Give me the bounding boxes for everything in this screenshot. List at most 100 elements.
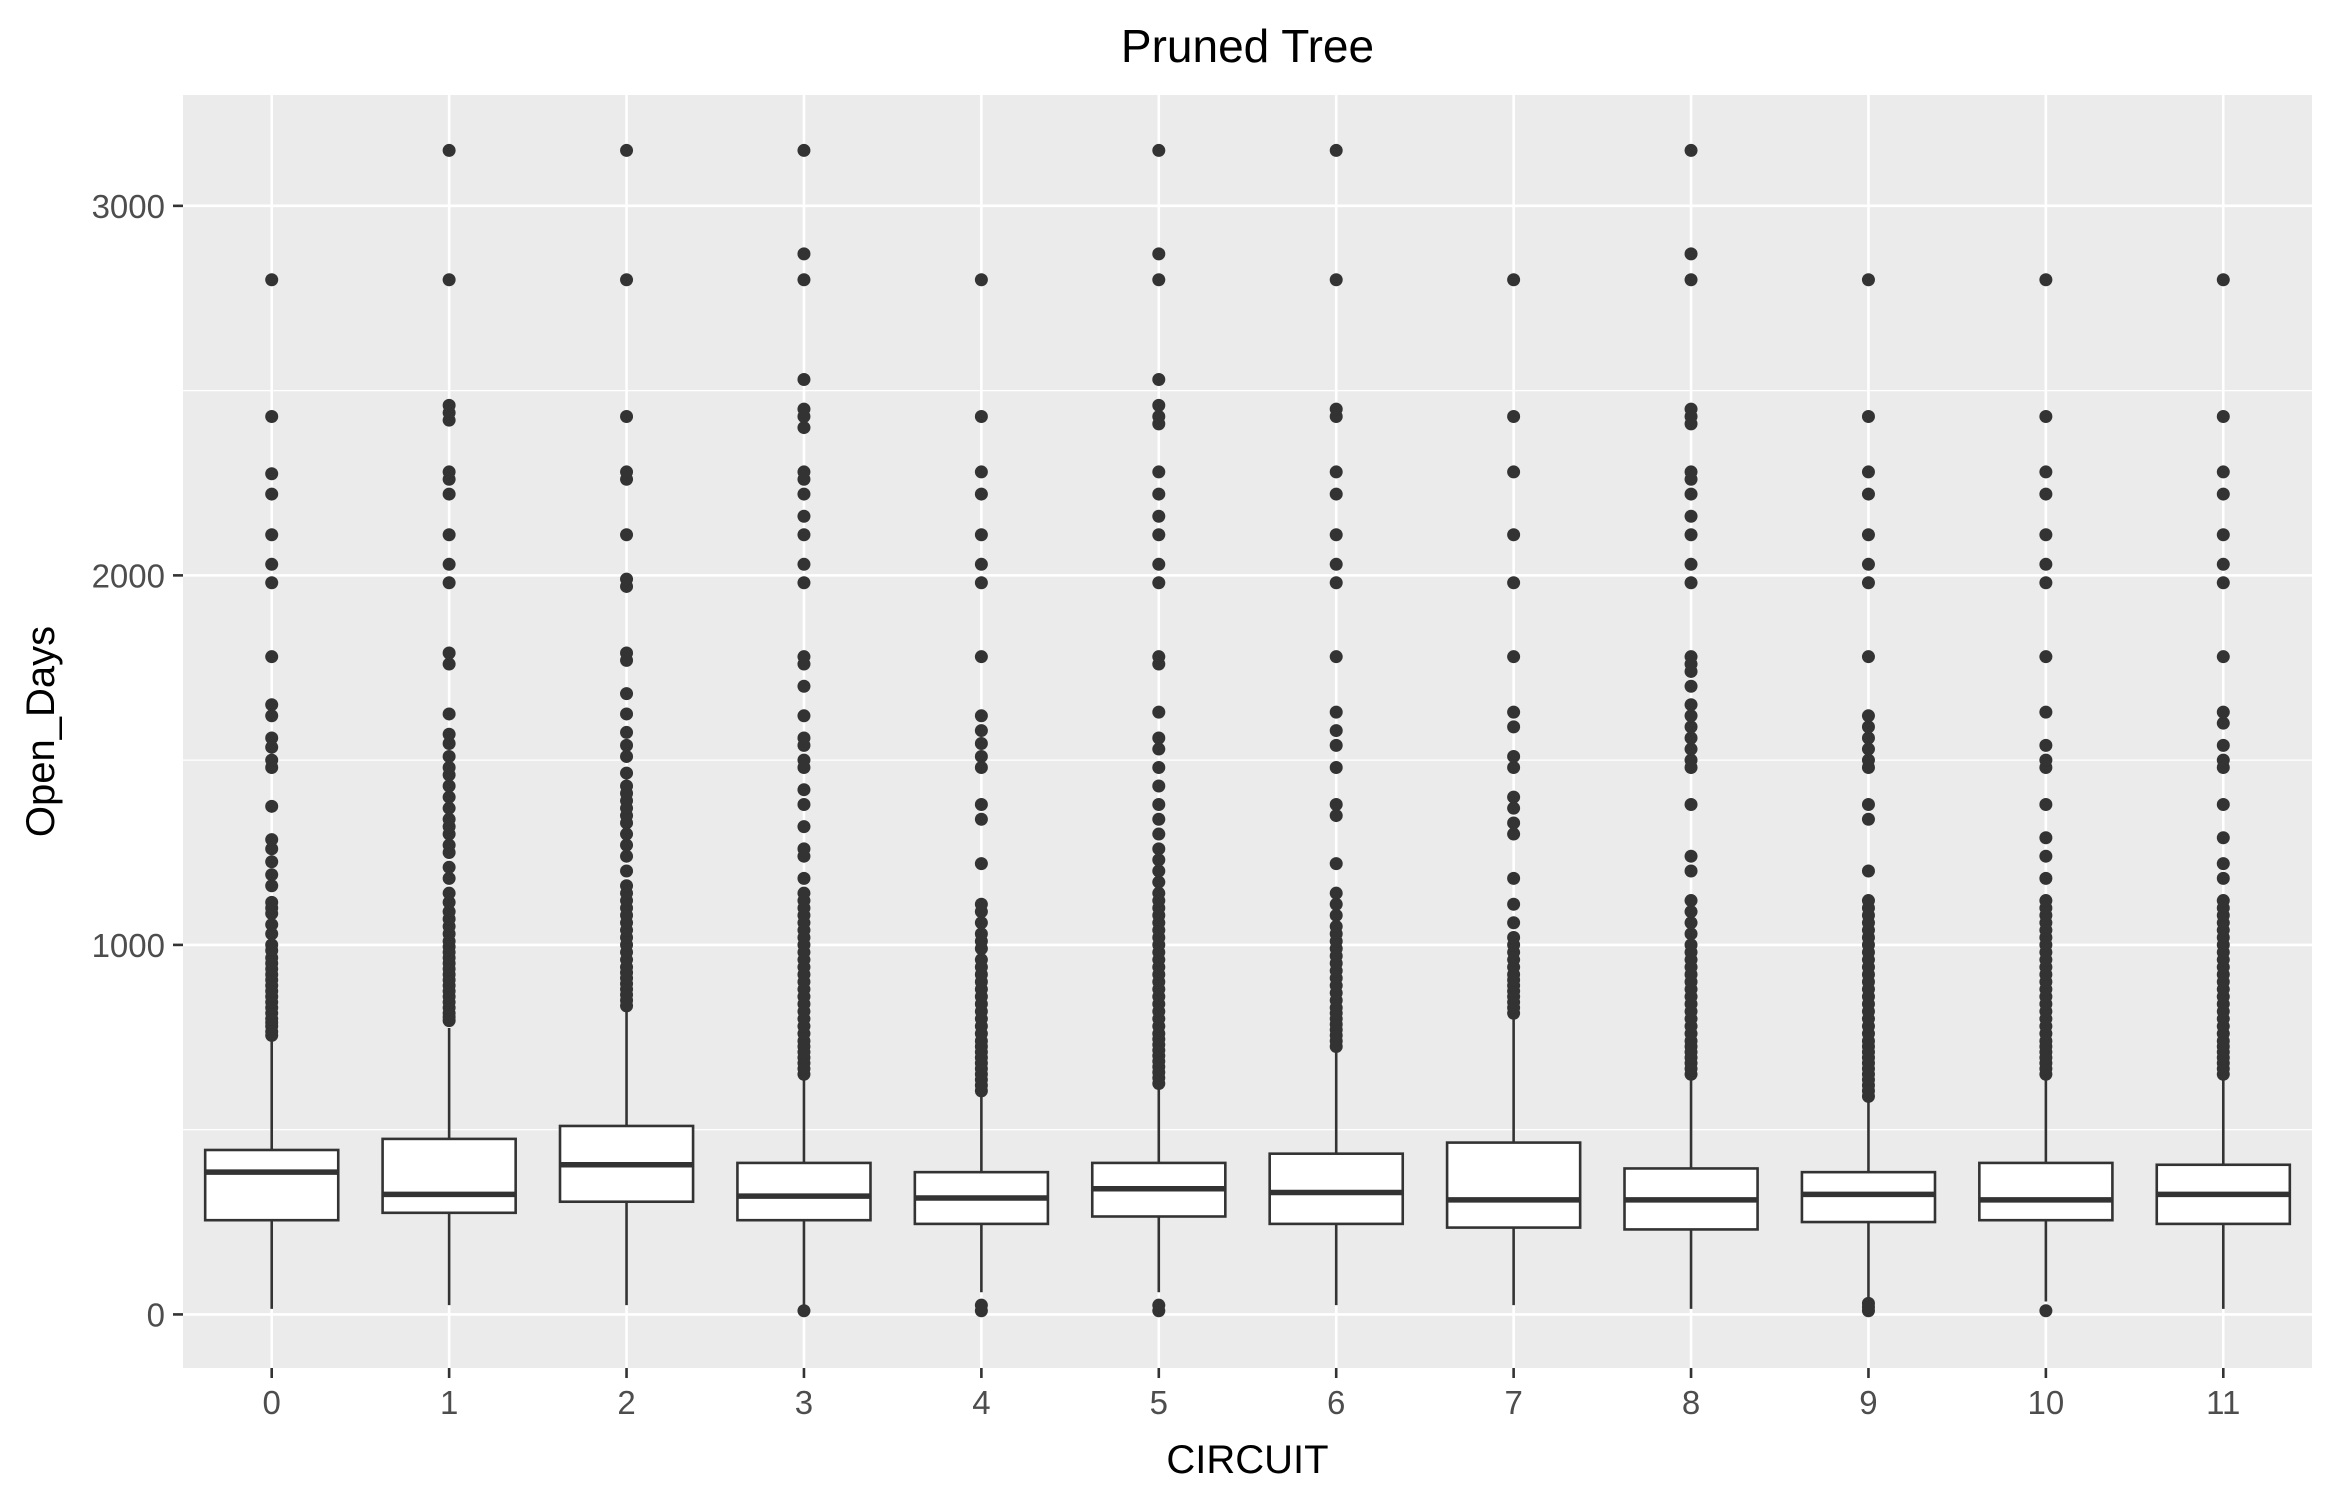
outlier-point [620,707,634,721]
outlier-point [620,838,634,852]
box-9 [1800,273,1937,1318]
outlier-point [265,855,279,869]
outlier-point [797,487,811,501]
outlier-point [1152,742,1166,756]
box-5 [1090,143,1227,1318]
outlier-point [1684,509,1698,523]
x-tick-label: 11 [2206,1384,2240,1421]
y-axis-title: Open_Days [19,626,63,837]
outlier-point [797,1304,811,1318]
outlier-point [1329,705,1343,719]
outlier-point [2039,849,2053,863]
outlier-point [1329,724,1343,738]
outlier-point [620,879,634,893]
outlier-point [620,738,634,752]
outlier-point [2039,576,2053,590]
outlier-point [1861,742,1875,756]
box-iqr [1445,1141,1582,1229]
outlier-point [1684,576,1698,590]
outlier-point [2216,557,2230,571]
outlier-point [974,1298,988,1312]
outlier-point [620,273,634,287]
outlier-point [265,731,279,745]
outlier-point [1861,812,1875,826]
outlier-point [2039,650,2053,664]
outlier-point [2039,1304,2053,1318]
outlier-point [442,812,456,826]
outlier-point [2216,465,2230,479]
outlier-point [2039,273,2053,287]
outlier-point [1507,273,1521,287]
box-7 [1445,273,1582,1306]
outlier-point [442,398,456,412]
outlier-point [1152,761,1166,775]
outlier-point [797,509,811,523]
outlier-point [1329,908,1343,922]
outlier-point [620,465,634,479]
outlier-point [1861,465,1875,479]
outlier-point [620,827,634,841]
outlier-point [442,737,456,751]
outlier-point [265,938,279,952]
outlier-point [265,557,279,571]
outlier-point [1329,487,1343,501]
outlier-point [1152,465,1166,479]
outlier-point [442,528,456,542]
outlier-point [1329,650,1343,664]
outlier-point [797,886,811,900]
outlier-point [974,528,988,542]
outlier-point [1861,709,1875,723]
outlier-point [1507,749,1521,763]
outlier-point [2039,557,2053,571]
outlier-point [265,918,279,932]
y-tick-label: 1000 [92,927,165,964]
outlier-point [974,724,988,738]
outlier-point [442,143,456,157]
outlier-point [265,927,279,941]
outlier-point [265,576,279,590]
box-iqr [381,1137,517,1215]
outlier-point [1329,857,1343,871]
outlier-point [2216,273,2230,287]
outlier-point [2039,797,2053,811]
x-tick-label: 3 [795,1384,813,1421]
outlier-point [1684,679,1698,693]
outlier-point [442,646,456,660]
outlier-point [442,576,456,590]
box-iqr [736,1161,872,1222]
outlier-point [1152,409,1166,423]
outlier-point [1861,1296,1875,1310]
outlier-point [1152,528,1166,542]
outlier-point [1861,273,1875,287]
box-iqr [203,1148,340,1222]
outlier-point [1507,720,1521,734]
outlier-point [1861,753,1875,767]
outlier-point [620,528,634,542]
outlier-point [2216,487,2230,501]
outlier-point [2216,576,2230,590]
outlier-point [265,528,279,542]
outlier-point [1329,886,1343,900]
outlier-point [442,487,456,501]
outlier-point [620,849,634,863]
outlier-point [1684,731,1698,745]
outlier-point [1684,465,1698,479]
outlier-point [442,895,456,909]
outlier-point [1684,927,1698,941]
box-iqr [1978,1161,2114,1222]
outlier-point [974,916,988,930]
box-2 [558,143,695,1306]
outlier-point [2039,528,2053,542]
outlier-point [974,749,988,763]
box-11 [2155,273,2292,1309]
outlier-point [620,864,634,878]
outlier-point [1152,842,1166,856]
box-0 [203,273,340,1309]
outlier-point [797,783,811,797]
outlier-point [1684,487,1698,501]
box-iqr [1800,1170,1937,1224]
outlier-point [1152,487,1166,501]
y-tick-label: 2000 [92,557,165,594]
